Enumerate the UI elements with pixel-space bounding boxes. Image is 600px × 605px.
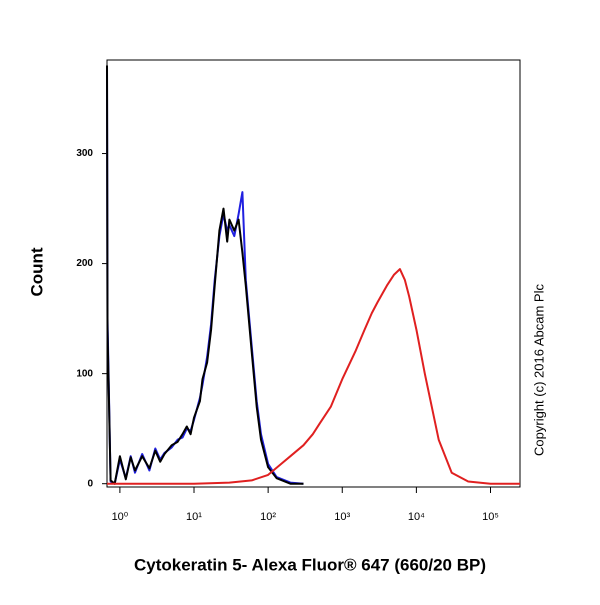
- y-tick-label: 200: [76, 258, 93, 269]
- x-axis-label: Cytokeratin 5- Alexa Fluor® 647 (660/20 …: [134, 555, 486, 574]
- plot-frame: [106, 59, 521, 488]
- x-tick-label: 10⁴: [408, 511, 425, 523]
- y-tick-label: 300: [76, 148, 93, 159]
- histogram-line: [106, 65, 304, 485]
- x-tick-label: 10⁵: [482, 511, 499, 523]
- x-tick-label: 10³: [334, 511, 350, 523]
- x-tick-label: 10⁰: [112, 511, 129, 523]
- x-tick-label: 10²: [260, 511, 276, 523]
- y-axis-label: Count: [27, 247, 46, 296]
- histogram-line: [107, 268, 520, 485]
- histogram-line: [106, 65, 304, 485]
- x-tick-label: 10¹: [186, 511, 202, 523]
- copyright: Copyright (c) 2016 Abcam Plc: [531, 284, 546, 456]
- y-tick-label: 100: [76, 368, 93, 379]
- y-tick-label: 0: [87, 478, 93, 489]
